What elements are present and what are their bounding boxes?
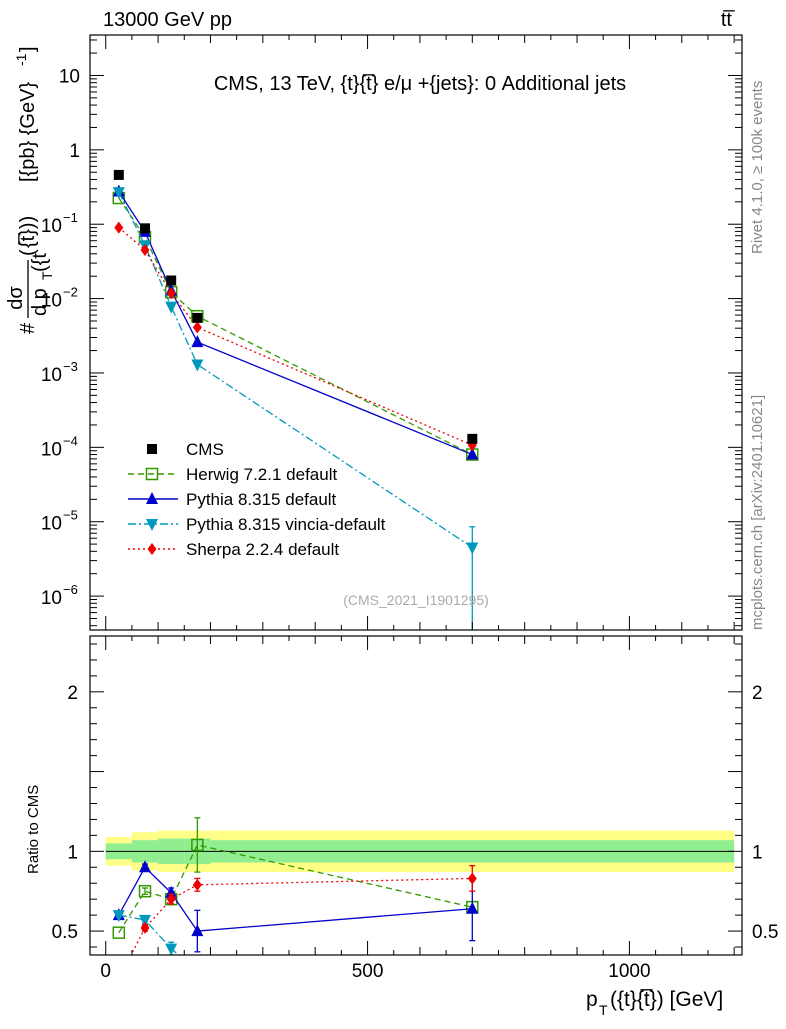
legend-marker-3 bbox=[147, 543, 157, 555]
legend-label-2: Pythia 8.315 vincia-default bbox=[186, 515, 386, 534]
main-y-tick-label-0: 10 bbox=[59, 66, 80, 87]
main-y-axis-label: # dσ d p T ({t ( {t̅})) [{pb} {GeV} -1 ] bbox=[5, 46, 55, 334]
ratio-panel bbox=[105, 817, 735, 955]
series-0-ratio-line bbox=[118, 844, 473, 934]
series-1-main-point-3 bbox=[191, 335, 204, 348]
series-0-ratio-point-1 bbox=[138, 884, 152, 898]
cms-data-point-4 bbox=[467, 433, 478, 444]
ratio-y-tick-label-2: 2 bbox=[67, 683, 78, 704]
series-3-ratio-point-2 bbox=[166, 893, 176, 906]
ratio-y-tick-label-1: 1 bbox=[67, 842, 78, 863]
series-3-main-point-2 bbox=[166, 287, 176, 300]
main-y-tick-exp-5: −4 bbox=[63, 433, 78, 448]
main-ylabel-close: ] bbox=[17, 46, 39, 52]
series-1-ratio-point-1 bbox=[138, 860, 151, 873]
main-ylabel-den: d p bbox=[29, 288, 51, 316]
series-0-main-line bbox=[118, 197, 473, 456]
series-2-ratio-point-2 bbox=[165, 943, 178, 955]
legend-marker-cms bbox=[147, 444, 157, 454]
main-y-tick-mant-5: 10 bbox=[41, 439, 62, 460]
main-ylabel-hash: # bbox=[17, 322, 39, 334]
cms-data-point-3 bbox=[192, 312, 203, 323]
main-ylabel-paren: ( bbox=[17, 249, 39, 256]
main-y-tick-exp-4: −3 bbox=[63, 359, 78, 374]
xlabel-p: p bbox=[586, 988, 598, 1011]
legend-label-cms: CMS bbox=[186, 440, 224, 459]
series-2-ratio-point-0 bbox=[112, 910, 125, 923]
mcplots-label: mcplots.cern.ch [arXiv:2401.10621] bbox=[749, 395, 766, 630]
main-ylabel-exp: -1 bbox=[13, 53, 29, 66]
main-ylabel-den-sub: T bbox=[39, 271, 55, 280]
xlabel-rest: ({t}{t̅}) [GeV] bbox=[610, 988, 723, 1011]
series-2-main-point-3 bbox=[191, 359, 204, 372]
ratio-frame bbox=[89, 635, 743, 956]
series-3-ratio-point-1 bbox=[140, 921, 150, 934]
main-y-tick-mant-4: 10 bbox=[41, 365, 62, 386]
ratio-y-tick-label-right-2: 2 bbox=[752, 683, 763, 704]
main-y-tick-mant-2: 10 bbox=[41, 216, 62, 237]
series-3-main-point-1 bbox=[140, 244, 150, 257]
main-y-tick-exp-6: −5 bbox=[63, 508, 78, 523]
main-y-tick-exp-3: −2 bbox=[63, 285, 78, 300]
series-3-ratio-point-3 bbox=[192, 878, 202, 891]
chart-title: CMS, 13 TeV, {t}{t̅} e/μ +{jets}: 0 Addi… bbox=[214, 73, 626, 95]
series-0-ratio-point-3 bbox=[191, 838, 204, 852]
main-y-tick-mant-3: 10 bbox=[41, 291, 62, 312]
cms-data-point-1 bbox=[139, 223, 150, 234]
main-ylabel-den-arg: ({t bbox=[29, 253, 51, 272]
xlabel-sub: T bbox=[599, 1002, 608, 1018]
x-tick-label-0: 0 bbox=[100, 961, 111, 982]
x-tick-label-2: 1000 bbox=[608, 961, 650, 982]
series-3-main-point-0 bbox=[114, 221, 124, 234]
main-ylabel-inner: {t̅})) bbox=[17, 216, 39, 248]
main-ylabel-units: [{pb} {GeV} bbox=[17, 82, 39, 182]
header-left-label: 13000 GeV pp bbox=[103, 9, 232, 31]
main-panel bbox=[112, 169, 479, 630]
main-y-tick-mant-7: 10 bbox=[41, 588, 62, 609]
header-right-label: tt̅ bbox=[721, 9, 735, 31]
legend-label-1: Pythia 8.315 default bbox=[186, 490, 337, 509]
legend-label-3: Sherpa 2.2.4 default bbox=[186, 540, 339, 559]
main-ylabel-num: dσ bbox=[5, 286, 27, 310]
x-tick-label-1: 500 bbox=[352, 961, 384, 982]
series-2-main-point-0 bbox=[112, 187, 125, 200]
ratio-y-tick-label-0: 0.5 bbox=[52, 922, 78, 943]
cms-data-point-0 bbox=[113, 169, 124, 180]
series-2-main-point-2 bbox=[165, 301, 178, 314]
legend: CMS Herwig 7.2.1 default Pythia 8.315 defa… bbox=[128, 440, 386, 559]
main-y-tick-mant-6: 10 bbox=[41, 514, 62, 535]
rivet-label: Rivet 4.1.0, ≥ 100k events bbox=[749, 81, 766, 254]
main-frame bbox=[89, 34, 743, 631]
series-0-ratio-point-0 bbox=[112, 926, 126, 939]
legend-marker-0 bbox=[145, 467, 159, 481]
watermark-label: (CMS_2021_I1901295) bbox=[343, 592, 489, 608]
series-3-main-point-3 bbox=[192, 321, 202, 334]
series-1-ratio-point-4 bbox=[466, 901, 479, 914]
series-1-main-point-4 bbox=[466, 447, 479, 460]
legend-label-0: Herwig 7.2.1 default bbox=[186, 465, 337, 484]
legend-marker-1 bbox=[146, 492, 158, 504]
series-2-ratio-point-1 bbox=[138, 914, 151, 927]
series-3-ratio-point-4 bbox=[467, 872, 477, 885]
main-y-tick-exp-7: −6 bbox=[63, 582, 78, 597]
legend-marker-2 bbox=[146, 519, 158, 531]
main-y-tick-exp-2: −1 bbox=[63, 210, 78, 225]
series-2-main-line bbox=[118, 191, 473, 549]
series-1-ratio-point-3 bbox=[191, 924, 204, 937]
cms-data-point-2 bbox=[166, 275, 177, 286]
ratio-y-tick-label-right-0: 0.5 bbox=[752, 922, 778, 943]
x-axis-label: p T ({t}{t̅}) [GeV] bbox=[586, 988, 723, 1018]
ratio-y-axis-label: Ratio to CMS bbox=[25, 785, 42, 874]
ratio-y-tick-label-right-1: 1 bbox=[752, 842, 763, 863]
main-y-tick-label-1: 1 bbox=[69, 141, 80, 162]
